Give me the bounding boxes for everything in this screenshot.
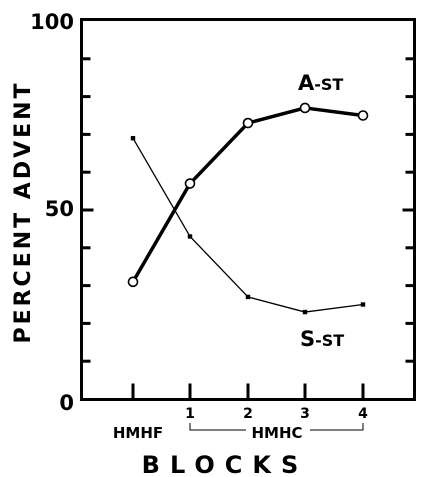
group-label-hmhf: HMHF bbox=[113, 424, 163, 442]
point-a-st-3 bbox=[299, 102, 311, 114]
x-tick-label-4: 4 bbox=[358, 406, 368, 422]
y-axis-title: PERCENT ADVENT bbox=[11, 80, 36, 343]
series-label-a-suffix: -ST bbox=[314, 75, 343, 94]
y-tick-label-0: 0 bbox=[59, 391, 74, 415]
point-a-st-1 bbox=[184, 178, 196, 189]
y-tick-label-50: 50 bbox=[45, 197, 74, 221]
series-layer bbox=[127, 102, 369, 315]
point-s-st-4 bbox=[360, 302, 366, 307]
x-tick-label-1: 1 bbox=[185, 406, 195, 422]
point-a-st-4 bbox=[357, 110, 369, 121]
series-line-a-st bbox=[131, 106, 364, 283]
x-tick-label-3: 3 bbox=[300, 406, 310, 422]
x-tick-label-2: 2 bbox=[243, 406, 253, 422]
y-tick-label-100: 100 bbox=[30, 10, 74, 34]
hmhc-bracket-gap bbox=[246, 425, 310, 439]
plot-frame bbox=[80, 18, 416, 401]
point-a-st-2 bbox=[242, 117, 254, 129]
axis-ticks bbox=[81, 57, 415, 400]
x-axis-title: BLOCKS bbox=[142, 451, 309, 477]
series-label-a-st: A-ST bbox=[298, 71, 343, 95]
point-s-st-0 bbox=[130, 135, 136, 141]
point-s-st-1 bbox=[187, 234, 193, 239]
point-a-st-0 bbox=[127, 276, 139, 288]
group-label-hmhc: HMHC bbox=[251, 424, 302, 442]
point-s-st-2 bbox=[245, 294, 251, 300]
series-label-s-main: S bbox=[300, 327, 315, 351]
series-label-s-st: S-ST bbox=[300, 327, 344, 351]
series-label-a-main: A bbox=[298, 71, 315, 95]
series-label-s-suffix: -ST bbox=[315, 331, 344, 350]
point-s-st-3 bbox=[302, 309, 308, 315]
